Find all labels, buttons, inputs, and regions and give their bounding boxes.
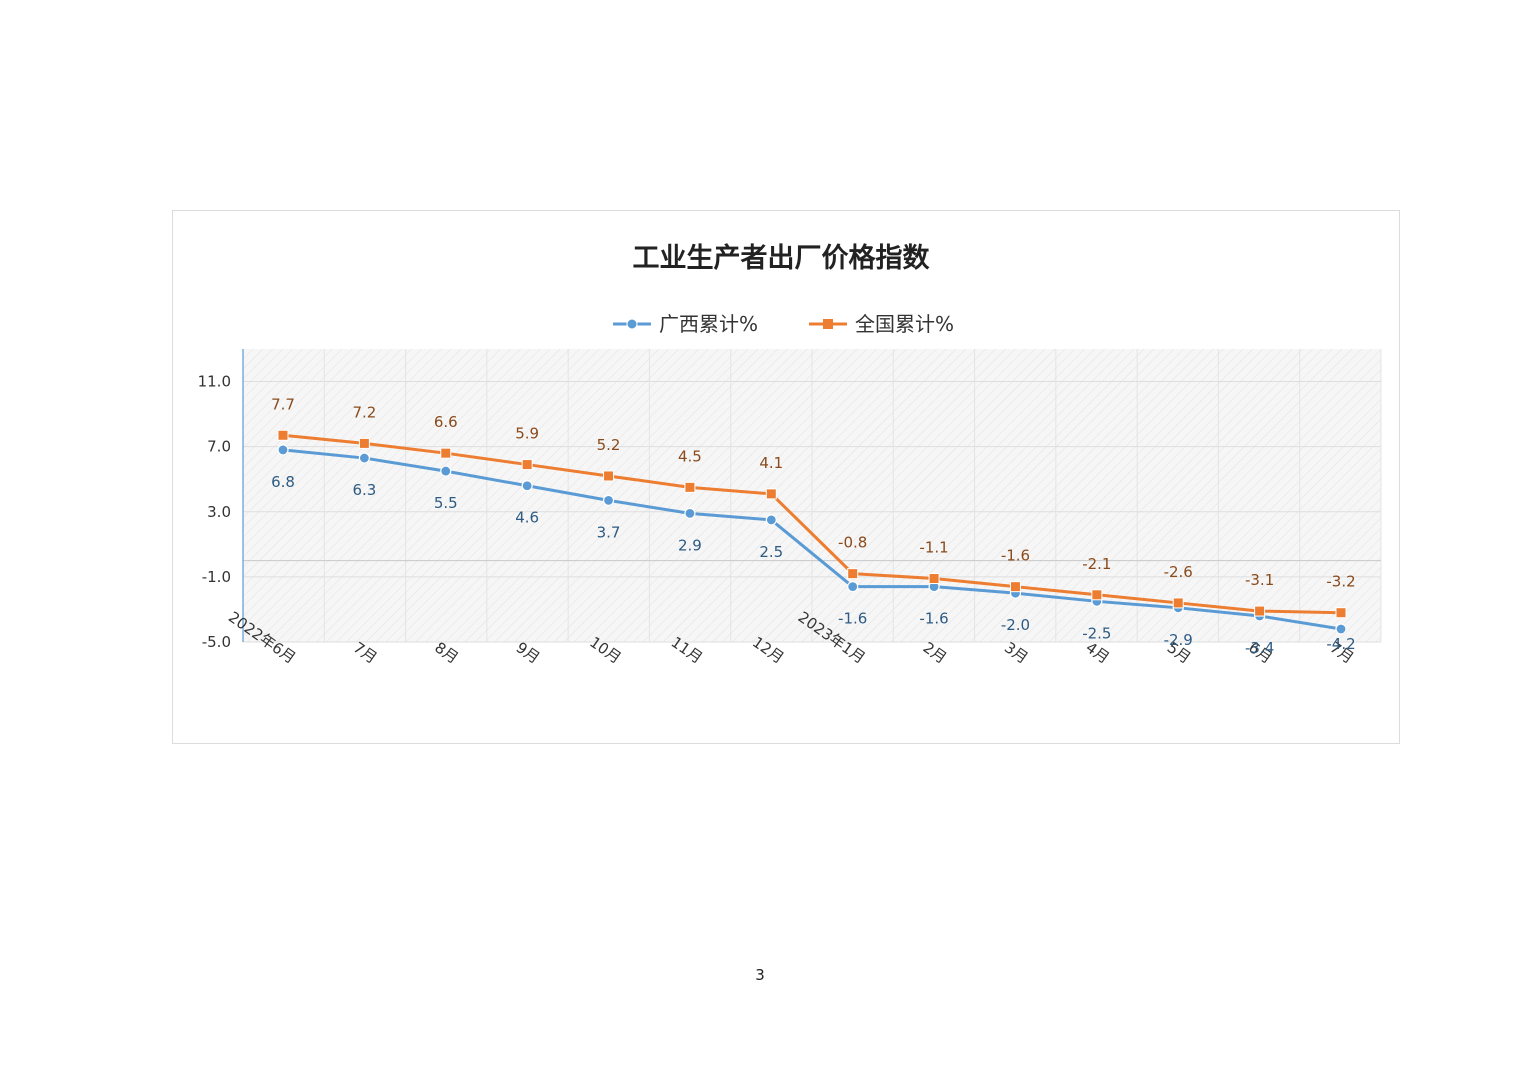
series-point <box>602 494 615 506</box>
x-tick-label: 9月 <box>513 638 543 667</box>
data-label: -3.4 <box>1245 639 1274 657</box>
data-label: 5.5 <box>434 494 458 512</box>
data-label: -2.1 <box>1082 555 1111 573</box>
series-point <box>1335 623 1347 635</box>
data-label: 2.9 <box>678 536 702 554</box>
series-point <box>684 507 696 520</box>
data-label: 6.3 <box>352 481 376 499</box>
data-label: 3.7 <box>597 523 621 541</box>
data-label: -2.5 <box>1082 624 1111 642</box>
data-label: -0.8 <box>838 534 867 552</box>
legend-marker-circle <box>626 318 638 330</box>
series-point <box>1254 605 1266 617</box>
data-label: -2.6 <box>1164 563 1193 581</box>
data-label: 4.1 <box>759 454 783 472</box>
data-label: 4.5 <box>678 447 702 465</box>
legend-label: 全国累计% <box>855 312 954 336</box>
data-label: 5.2 <box>597 436 621 454</box>
data-label: -1.6 <box>1001 547 1030 565</box>
legend-marker-square <box>823 319 833 329</box>
series-point <box>1009 581 1021 593</box>
x-tick-label: 2月 <box>920 638 950 667</box>
data-label: -4.2 <box>1326 635 1355 653</box>
series-point <box>440 465 452 477</box>
legend: 广西累计% 全国累计% <box>613 312 954 336</box>
y-tick-label: 11.0 <box>198 373 231 391</box>
data-label: -2.9 <box>1164 631 1193 649</box>
series-point <box>684 481 696 493</box>
data-label: 5.9 <box>515 425 539 443</box>
series-point <box>847 568 859 580</box>
data-label: 7.7 <box>271 395 295 413</box>
data-label: -1.6 <box>919 610 948 628</box>
y-tick-label: -5.0 <box>202 633 231 651</box>
series-point <box>521 459 533 471</box>
series-point <box>277 429 289 441</box>
line-chart: 工业生产者出厂价格指数 广西累计% 全国累计% 11.0 7.0 3.0 -1.0 -5.… <box>198 243 1382 667</box>
data-label: 6.8 <box>271 473 295 491</box>
chart-container: 工业生产者出厂价格指数 广西累计% 全国累计% 11.0 7.0 3.0 -1.0 -5.… <box>172 210 1400 744</box>
chart-title: 工业生产者出厂价格指数 <box>633 243 931 274</box>
page-number: 3 <box>755 966 765 984</box>
series-point <box>1335 607 1347 619</box>
data-label: -2.0 <box>1001 616 1030 634</box>
series-point <box>765 488 777 500</box>
data-label: 4.6 <box>515 509 539 527</box>
series-point <box>1091 589 1103 601</box>
data-label: 7.2 <box>352 403 376 421</box>
series-point <box>277 444 289 456</box>
series-point <box>440 447 452 459</box>
series-point <box>928 573 940 585</box>
series-line <box>282 448 1342 631</box>
series-point <box>603 470 615 482</box>
series-line <box>282 433 1342 615</box>
data-label: 2.5 <box>759 543 783 561</box>
x-tick-label: 7月 <box>350 638 380 667</box>
data-label: -1.6 <box>838 610 867 628</box>
y-tick-label: 3.0 <box>207 503 231 521</box>
series-point <box>1172 597 1184 609</box>
series-point <box>358 452 370 464</box>
y-tick-label: -1.0 <box>202 568 231 586</box>
legend-label: 广西累计% <box>659 312 758 336</box>
series-point <box>847 581 859 593</box>
data-label: -1.1 <box>919 539 948 557</box>
x-tick-label: 4月 <box>1082 638 1112 667</box>
data-label: -3.1 <box>1245 571 1274 589</box>
series-point <box>765 514 777 526</box>
y-tick-label: 7.0 <box>207 438 231 456</box>
series-point <box>521 480 533 492</box>
x-tick-label: 3月 <box>1001 638 1031 667</box>
series-point <box>358 437 370 449</box>
x-tick-label: 8月 <box>431 638 461 667</box>
data-label: -3.2 <box>1326 573 1355 591</box>
data-label: 6.6 <box>434 413 458 431</box>
